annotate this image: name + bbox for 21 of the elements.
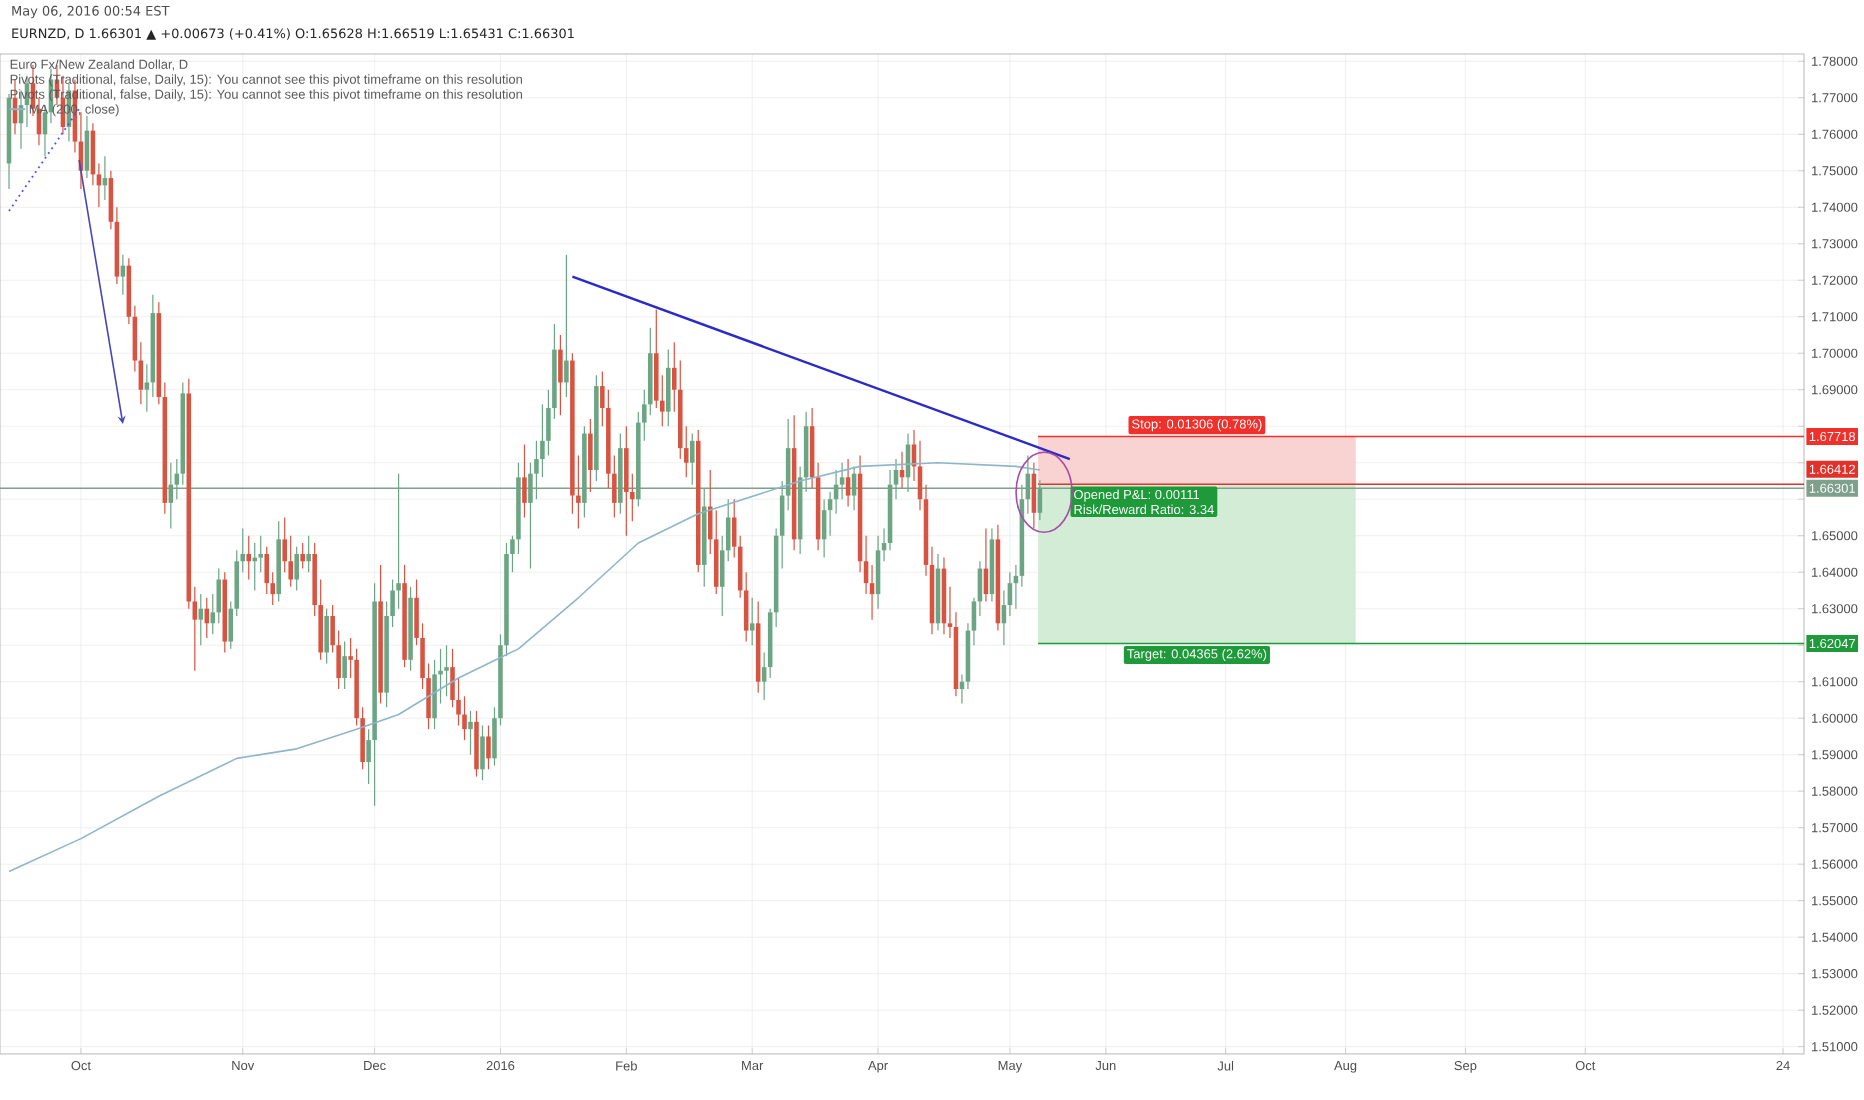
candlestick [480, 724, 485, 781]
candlestick [294, 546, 299, 592]
candlestick [624, 425, 629, 537]
candlestick [845, 458, 851, 508]
candlestick [474, 710, 479, 778]
candlestick [522, 443, 527, 519]
candlestick [324, 608, 329, 665]
candlestick [306, 535, 311, 573]
candlestick [342, 640, 347, 690]
candlestick [486, 724, 491, 770]
candlestick [588, 418, 593, 493]
candlestick [666, 348, 671, 427]
candlestick [749, 597, 755, 646]
candlestick [468, 710, 473, 756]
line-series [8, 461, 1041, 873]
candlestick [300, 542, 305, 570]
candlestick [564, 254, 569, 398]
candlestick [246, 535, 252, 581]
candlestick [558, 334, 563, 416]
candlestick [689, 432, 695, 486]
candlestick [444, 644, 449, 697]
